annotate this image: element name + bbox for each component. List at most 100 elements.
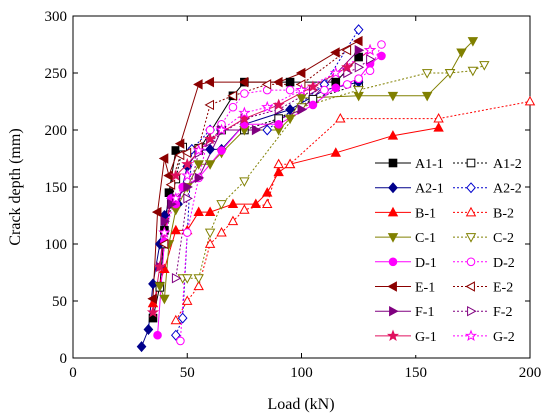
y-tick-label: 150 — [45, 180, 68, 196]
series-line-f-2 — [175, 58, 371, 279]
legend-background — [373, 152, 525, 355]
point-e-2 — [174, 149, 185, 161]
point-b-2 — [284, 158, 296, 169]
point-b-1 — [250, 198, 262, 209]
point-d-2 — [285, 85, 295, 95]
point-g-1 — [146, 306, 160, 318]
point-g-1 — [181, 157, 194, 170]
point-e-1 — [151, 206, 162, 218]
legend-label-a2-2: A2-2 — [493, 182, 522, 197]
point-c-1 — [467, 37, 479, 47]
point-g-2 — [364, 43, 377, 56]
series-line-c-2 — [182, 64, 485, 279]
point-g-1 — [204, 132, 217, 145]
point-g-2 — [192, 144, 205, 156]
point-f-2 — [366, 54, 376, 65]
point-d-2 — [342, 80, 352, 89]
legend-label-a2-1: A2-1 — [415, 182, 444, 197]
point-g-2 — [181, 169, 194, 181]
point-f-1 — [251, 124, 262, 136]
legend-marker-d-1 — [388, 257, 398, 267]
point-g-2 — [238, 106, 251, 119]
point-d-2 — [377, 40, 386, 49]
point-b-2 — [204, 238, 216, 248]
legend-label-c-2: C-2 — [493, 231, 514, 246]
legend-marker-e-1 — [387, 281, 397, 292]
point-e-2 — [227, 90, 237, 102]
point-e-2 — [165, 179, 176, 190]
point-e-2 — [204, 99, 215, 111]
point-g-2 — [169, 192, 182, 204]
point-g-1 — [341, 60, 354, 73]
legend-marker-c-2 — [465, 233, 477, 243]
legend-label-c-1: C-1 — [415, 231, 436, 246]
point-c-1 — [421, 91, 433, 102]
point-g-1 — [306, 80, 319, 92]
legend-marker-f-1 — [389, 305, 399, 317]
legend-marker-e-2 — [465, 281, 475, 292]
point-b-1 — [330, 147, 341, 157]
point-b-1 — [273, 166, 284, 177]
point-b-2 — [524, 95, 536, 106]
point-c-2 — [216, 200, 227, 210]
point-f-1 — [160, 215, 171, 227]
point-a2-1 — [136, 341, 147, 353]
point-b-1 — [170, 224, 182, 235]
point-b-2 — [182, 295, 193, 305]
point-a2-1 — [285, 103, 295, 115]
point-c-2 — [444, 69, 456, 79]
legend-label-b-2: B-2 — [493, 206, 514, 221]
legend-label-e-2: E-2 — [493, 281, 513, 296]
legend-label-f-2: F-2 — [493, 305, 512, 320]
series-line-e-2 — [163, 49, 348, 245]
point-c-2 — [193, 274, 204, 284]
point-b-2 — [273, 158, 284, 169]
point-g-1 — [153, 260, 166, 272]
point-f-1 — [183, 181, 193, 193]
point-g-2 — [158, 226, 171, 238]
point-b-1 — [193, 206, 204, 216]
y-tick-label: 300 — [45, 9, 68, 25]
point-d-1 — [331, 83, 341, 93]
y-tick-label: 250 — [45, 66, 68, 82]
point-b-2 — [193, 280, 204, 291]
point-g-2 — [261, 100, 274, 113]
point-c-1 — [296, 94, 307, 104]
point-c-2 — [353, 86, 364, 96]
series-line-d-2 — [179, 44, 382, 341]
legend-marker-g-2 — [464, 329, 478, 342]
point-b-1 — [227, 198, 239, 209]
point-e-1 — [238, 76, 249, 88]
point-c-2 — [467, 66, 479, 77]
y-tick-label: 50 — [52, 294, 67, 310]
point-c-2 — [421, 69, 433, 79]
point-c-1 — [159, 294, 170, 305]
point-f-1 — [354, 44, 365, 56]
point-g-1 — [169, 169, 182, 181]
point-e-2 — [181, 147, 192, 159]
series-line-a2-1 — [141, 81, 359, 347]
y-tick-label: 0 — [60, 351, 68, 367]
point-b-1 — [387, 130, 399, 140]
point-c-1 — [193, 160, 204, 170]
legend-label-d-2: D-2 — [493, 256, 515, 271]
legend-marker-a2-1 — [388, 182, 398, 194]
point-e-2 — [158, 238, 169, 250]
axis-ticks: 0 50 100 150 200 0 50 100 150 200 250 300 — [45, 9, 542, 381]
legend-marker-a1-2 — [466, 158, 476, 168]
point-c-1 — [154, 282, 166, 292]
legend-label-e-1: E-1 — [415, 281, 435, 296]
point-f-1 — [194, 172, 205, 184]
point-d-2 — [228, 102, 238, 112]
legend-marker-f-2 — [467, 305, 477, 317]
point-e-1 — [273, 76, 283, 88]
point-e-1 — [193, 79, 203, 90]
legend-marker-b-1 — [387, 206, 399, 217]
point-b-1 — [433, 122, 444, 132]
point-d-1 — [308, 100, 318, 110]
point-c-2 — [479, 61, 490, 71]
x-tick-label: 0 — [69, 365, 77, 381]
point-e-2 — [341, 44, 352, 56]
point-d-1 — [377, 51, 386, 61]
legend: A1-1 A1-2 A2-1 A2-2 B-1 B-2 C-1 C-2 D-1 D-2 E-1 E-2… — [373, 152, 525, 355]
